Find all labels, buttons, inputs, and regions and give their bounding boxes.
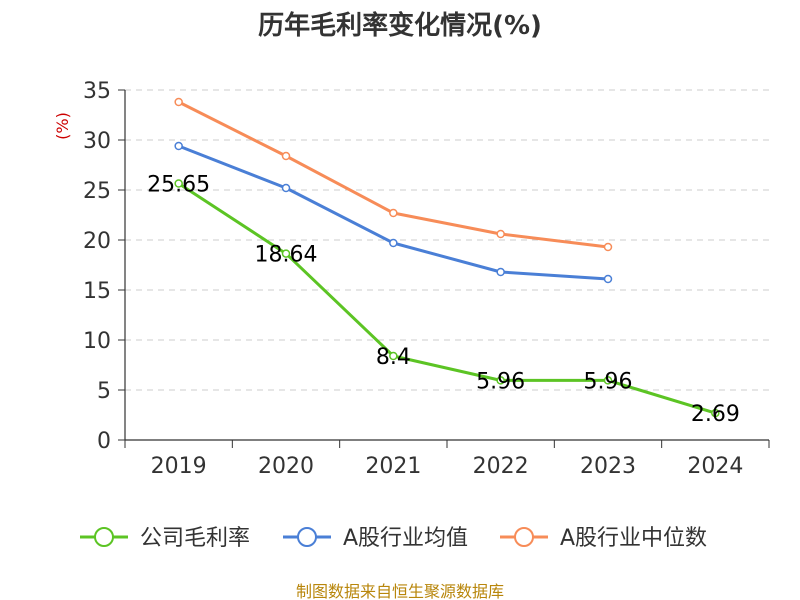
y-tick-label: 35 (83, 79, 111, 104)
x-tick-label: 2023 (580, 454, 636, 479)
data-label: 5.96 (476, 369, 525, 394)
legend-label-company: 公司毛利率 (140, 526, 250, 551)
legend-label-industry-median: A股行业中位数 (560, 526, 707, 551)
data-point[interactable] (496, 229, 505, 239)
legend-label-industry-mean: A股行业均值 (343, 526, 468, 551)
series-points (174, 97, 720, 418)
legend-swatch-marker (297, 527, 317, 547)
x-tick-label: 2022 (473, 454, 529, 479)
data-labels: 25.65 18.64 8.4 5.96 5.96 2.69 (147, 173, 740, 428)
data-point[interactable] (603, 242, 613, 252)
y-tick-label: 10 (83, 329, 111, 354)
data-point[interactable] (603, 376, 613, 385)
x-tick-labels: 2019 2020 2021 2022 2023 2024 (124, 440, 770, 479)
data-point[interactable] (389, 208, 398, 218)
axes (124, 90, 769, 441)
data-point[interactable] (496, 376, 505, 385)
y-axis-label: (%) (53, 112, 72, 140)
y-tick-label: 0 (97, 429, 111, 454)
y-tick-label: 25 (83, 179, 111, 204)
data-point[interactable] (174, 141, 183, 151)
y-tick-label: 15 (83, 279, 111, 304)
legend-swatch-marker (94, 527, 114, 547)
data-label: 2.69 (691, 402, 740, 427)
data-point[interactable] (281, 183, 291, 193)
data-label: 8.4 (376, 345, 411, 370)
y-tick-labels: 0 5 10 15 20 25 30 35 (83, 79, 125, 454)
data-point[interactable] (496, 267, 505, 277)
data-point[interactable] (711, 408, 720, 418)
x-tick-label: 2024 (687, 454, 743, 479)
legend-item-company[interactable]: 公司毛利率 (80, 526, 250, 551)
legend: 公司毛利率 A股行业均值 A股行业中位数 (80, 526, 707, 551)
data-point[interactable] (281, 249, 291, 258)
data-point[interactable] (281, 151, 291, 161)
source-note: 制图数据来自恒生聚源数据库 (296, 582, 504, 600)
y-tick-label: 30 (83, 129, 111, 154)
legend-item-industry-mean[interactable]: A股行业均值 (283, 526, 468, 551)
chart-title: 历年毛利率变化情况(%) (258, 10, 542, 41)
x-tick-label: 2019 (151, 454, 207, 479)
y-tick-label: 20 (83, 229, 111, 254)
data-point[interactable] (174, 97, 183, 107)
data-point[interactable] (389, 238, 398, 248)
x-tick-label: 2020 (258, 454, 314, 479)
data-point[interactable] (174, 179, 183, 188)
data-point[interactable] (603, 274, 613, 284)
data-point[interactable] (389, 351, 398, 361)
legend-item-industry-median[interactable]: A股行业中位数 (500, 526, 707, 551)
gridlines (125, 89, 769, 391)
x-tick-label: 2021 (365, 454, 421, 479)
data-label: 5.96 (584, 369, 633, 394)
legend-swatch-marker (514, 527, 534, 547)
data-label: 18.64 (255, 243, 318, 268)
series-line-0 (177, 182, 716, 415)
data-label: 25.65 (147, 173, 210, 198)
y-tick-label: 5 (97, 379, 111, 404)
